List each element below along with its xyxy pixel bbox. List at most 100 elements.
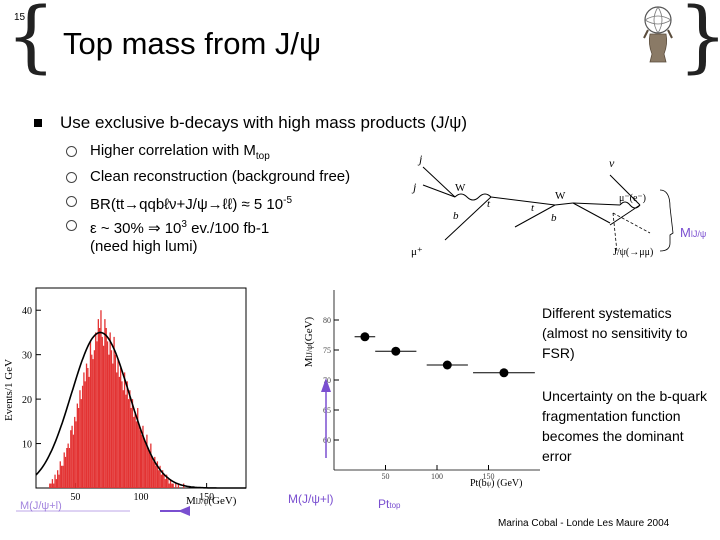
hist-bar (123, 372, 126, 488)
scatter-xtick-label: 50 (382, 472, 390, 481)
hist-bar (71, 425, 73, 488)
label-nu: ν (609, 156, 615, 170)
hist-bar (151, 456, 153, 488)
hist-bar (133, 416, 135, 488)
hist-bar (81, 385, 84, 488)
scatter-ytick-label: 65 (323, 406, 331, 415)
footer-credit: Marina Cobal - Londe Les Maure 2004 (498, 518, 670, 529)
scatter-point (360, 332, 370, 342)
scatter-ytick-label: 60 (323, 436, 331, 445)
mass-label: MlJ/ψ (680, 225, 707, 240)
sub-bullet-3: BR(tt→qqbℓν+J/ψ→ℓℓ) ≈ 5 10-5 (90, 195, 293, 213)
hist-bar (155, 465, 157, 488)
hist-bar (134, 412, 136, 488)
scatter-ytick-label: 80 (323, 316, 331, 325)
hist-ytick-label: 30 (22, 351, 32, 362)
label-b1: b (453, 210, 459, 222)
hist-bar (88, 376, 90, 488)
hist-bar (57, 470, 59, 488)
hist-bar (139, 430, 141, 488)
hist-bar (122, 390, 124, 488)
scatter-point (499, 368, 509, 378)
hist-bar (146, 434, 148, 488)
hist-bar (80, 399, 82, 488)
hist-bar (99, 328, 101, 488)
sub-bullet-4-continuation: (need high lumi) (90, 238, 198, 255)
hist-bar (87, 368, 89, 488)
hist-bar (96, 341, 98, 488)
hist-bar (143, 439, 145, 488)
hist-xlabel: MlJ/ψ(GeV) (186, 495, 237, 507)
hist-bar (125, 394, 127, 488)
hist-bar (83, 372, 85, 488)
hist-bar (165, 474, 168, 488)
hist-ylabel: Events/1 GeV (3, 359, 15, 421)
hist-bar (60, 465, 63, 488)
fit-curve (35, 331, 246, 489)
sub-bullet-marker (66, 196, 77, 207)
hist-bottom-label: M(J/ψ+l) (20, 500, 62, 512)
sub-bullet-1: Higher correlation with Mtop (90, 142, 270, 162)
hist-bar (141, 434, 143, 488)
hist-bar (70, 430, 72, 488)
hist-bar (91, 354, 93, 488)
sub-bullet-4: ε ~ 30% ⇒ 103 ev./100 fb-1 (90, 219, 270, 237)
label-t1: t (487, 198, 491, 210)
scatter-bottom-label: Pttop (378, 497, 401, 511)
hist-bar (104, 319, 106, 488)
hist-bar (112, 363, 114, 488)
hist-bar (113, 336, 115, 488)
label-muon: μ⁻(e⁻) (619, 193, 646, 204)
hist-bar (135, 421, 138, 488)
hist-bar (168, 483, 170, 488)
hist-bar (126, 381, 128, 488)
sub-bullet-marker (66, 172, 77, 183)
hist-bar (50, 483, 52, 488)
hist-xtick-label: 100 (134, 492, 149, 503)
hist-bar (129, 390, 131, 488)
hist-bar (84, 381, 86, 488)
decay-diagram: j j W t b t b W ν μ⁻(e⁻) J/ψ(→μμ) μ⁺ (411, 152, 674, 258)
hist-bar (78, 408, 80, 488)
mass-histogram: 40 30 20 10 50 100 150 Events/1 GeV MlJ/ψ(GeV… (3, 287, 247, 516)
note-uncertainty: Uncertainty on the b-quark fragmentation… (542, 388, 707, 464)
hist-bar (127, 399, 130, 488)
label-w2: W (555, 190, 566, 202)
hist-bar (63, 452, 65, 488)
hist-bar (93, 350, 96, 488)
hist-bar (72, 434, 75, 488)
hist-bar (67, 443, 69, 488)
hist-bar (154, 456, 156, 488)
hist-bar (89, 341, 92, 488)
hist-bar (167, 479, 169, 488)
hist-bar (159, 465, 161, 488)
hist-bar (117, 359, 119, 488)
hist-bar (148, 452, 151, 488)
note-systematics: Different systematics (almost no sensiti… (542, 305, 688, 361)
hist-bar (131, 399, 134, 488)
hist-bar (54, 474, 56, 488)
hist-bar (109, 332, 111, 488)
hist-bar (55, 479, 57, 488)
hist-bar (147, 448, 149, 488)
scatter-ylabel: MlJ/ψ(GeV) (303, 316, 315, 367)
right-brace: } (678, 0, 720, 76)
hist-bar (150, 443, 152, 488)
hist-bar (142, 425, 144, 488)
hist-bar (171, 483, 173, 488)
hist-bar (121, 381, 123, 488)
hist-bar (110, 350, 113, 488)
hist-bar (163, 474, 165, 488)
hist-bar (74, 416, 76, 488)
hist-bar (144, 443, 147, 488)
scatter-mid-label: M(J/ψ+l) (288, 492, 334, 506)
hist-bar (158, 470, 160, 488)
label-t2: t (531, 202, 535, 214)
hist-bar (105, 328, 107, 488)
hist-bar (97, 319, 99, 488)
sub-bullet-marker (66, 146, 77, 157)
hist-bar (68, 448, 71, 488)
scatter-xlabel: Pt(bψ) (GeV) (470, 478, 522, 489)
hist-ytick-label: 20 (22, 395, 32, 406)
scatter-ytick-label: 75 (323, 346, 331, 355)
